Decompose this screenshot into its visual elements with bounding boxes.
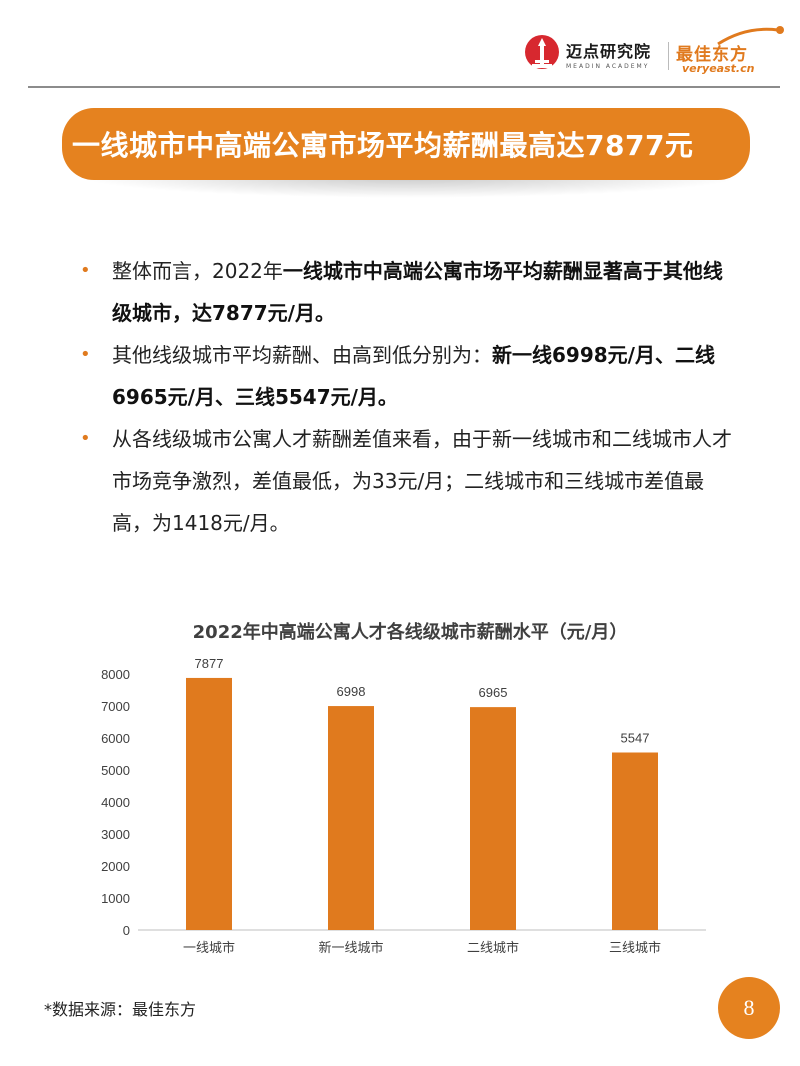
swoosh-icon xyxy=(717,26,784,46)
bar-value-label: 7877 xyxy=(195,656,224,671)
bullet-text: 其他线级城市平均薪酬、由高到低分别为： xyxy=(112,343,492,367)
bullet-text: 从各线级城市公寓人才薪酬差值来看，由于新一线城市和二线城市人才市场竞争激烈，差值… xyxy=(112,427,732,535)
x-category-label: 一线城市 xyxy=(183,940,235,956)
veryeast-logo-name: 最佳东方 xyxy=(676,45,748,65)
chart-title: 2022年中高端公寓人才各线级城市薪酬水平（元/月） xyxy=(192,622,628,643)
chart-bar xyxy=(612,752,658,930)
bullet-dot-icon: • xyxy=(80,260,91,281)
banner-shadow xyxy=(76,176,744,198)
chart-svg: 0 1000 2000 3000 4000 5000 6000 7000 8000 7877 一线城… xyxy=(101,656,706,956)
title-banner: 一线城市中高端公寓市场平均薪酬最高达7877元 xyxy=(62,108,750,180)
y-tick-label: 6000 xyxy=(101,731,130,746)
bullet-item: • 从各线级城市公寓人才薪酬差值来看，由于新一线城市和二线城市人才市场竞争激烈，… xyxy=(76,418,736,544)
header-divider xyxy=(28,86,780,88)
veryeast-logo: 最佳东方 veryeast.cn xyxy=(676,26,786,78)
veryeast-logo-url: veryeast.cn xyxy=(682,62,755,75)
bullet-dot-icon: • xyxy=(80,428,91,449)
bullet-dot-icon: • xyxy=(80,344,91,365)
bullet-bold-text: 新一线6998元/月、二线6965元/月、三线5547元/月。 xyxy=(112,343,715,409)
chart-bar xyxy=(328,706,374,930)
meadin-logo-subtitle: MEADIN ACADEMY xyxy=(566,63,650,70)
y-tick-label: 2000 xyxy=(101,859,130,874)
y-tick-label: 7000 xyxy=(101,699,130,714)
page-header: 迈点研究院 MEADIN ACADEMY 最佳东方 veryeast.cn xyxy=(0,0,800,88)
y-tick-label: 1000 xyxy=(101,891,130,906)
y-tick-label: 0 xyxy=(123,923,130,938)
page-title: 一线城市中高端公寓市场平均薪酬最高达7877元 xyxy=(72,129,694,162)
meadin-logo: 迈点研究院 MEADIN ACADEMY xyxy=(524,30,651,78)
x-category-label: 三线城市 xyxy=(609,940,661,956)
meadin-logo-icon xyxy=(524,34,560,74)
y-tick-label: 3000 xyxy=(101,827,130,842)
chart-bar xyxy=(186,677,232,930)
bar-value-label: 6998 xyxy=(337,684,366,699)
y-tick-label: 4000 xyxy=(101,795,130,810)
bullet-list: • 整体而言，2022年一线城市中高端公寓市场平均薪酬显著高于其他线级城市，达7… xyxy=(76,250,736,544)
logo-divider xyxy=(668,42,669,70)
meadin-logo-name: 迈点研究院 xyxy=(566,42,652,61)
bullet-text: 整体而言，2022年 xyxy=(112,259,283,283)
x-category-label: 二线城市 xyxy=(467,940,519,956)
y-tick-label: 8000 xyxy=(101,667,130,682)
y-tick-label: 5000 xyxy=(101,763,130,778)
bullet-item: • 其他线级城市平均薪酬、由高到低分别为：新一线6998元/月、二线6965元/… xyxy=(76,334,736,418)
data-source-note: *数据来源：最佳东方 xyxy=(44,1000,197,1019)
chart-bar xyxy=(470,707,516,930)
bar-value-label: 6965 xyxy=(479,685,508,700)
page-number: 8 xyxy=(718,977,780,1039)
bullet-item: • 整体而言，2022年一线城市中高端公寓市场平均薪酬显著高于其他线级城市，达7… xyxy=(76,250,736,334)
x-category-label: 新一线城市 xyxy=(318,940,383,956)
bar-value-label: 5547 xyxy=(621,730,650,745)
bullet-bold-text: 一线城市中高端公寓市场平均薪酬显著高于其他线级城市，达7877元/月。 xyxy=(112,259,723,325)
salary-chart: 2022年中高端公寓人才各线级城市薪酬水平（元/月） 0 1000 2000 3000… xyxy=(60,612,760,968)
